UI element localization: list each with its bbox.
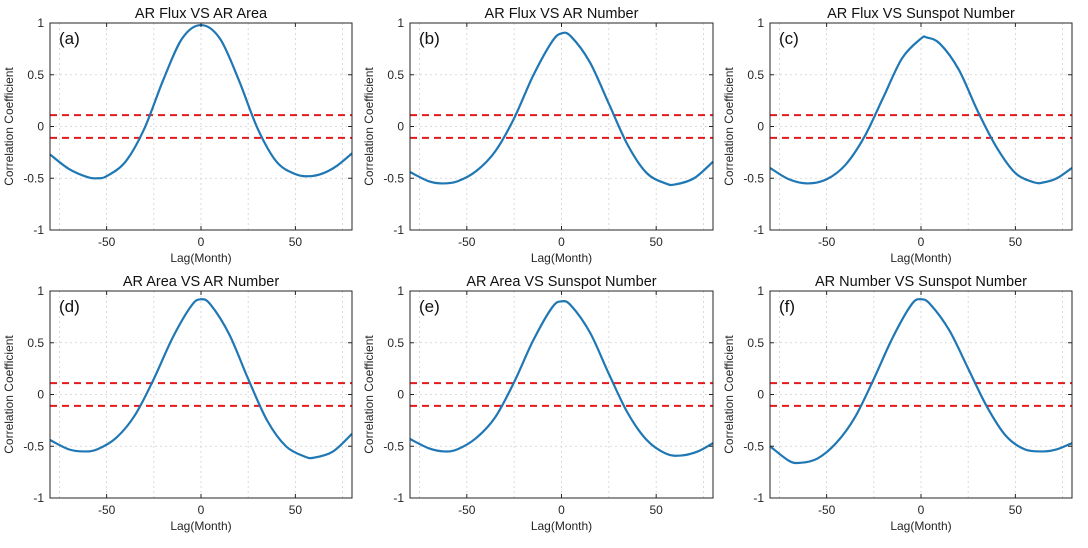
y-tick-label: -0.5: [743, 439, 764, 453]
x-tick-label: 50: [289, 235, 303, 249]
x-axis-label: Lag(Month): [531, 519, 592, 533]
panel-title: AR Area VS Sunspot Number: [466, 274, 656, 290]
x-tick-label: 0: [918, 503, 925, 517]
panel-b: -50 0 50 -1 -0.5 0 0.5 1 AR Flux VS AR Number (b)…: [362, 6, 714, 265]
panel-title: AR Number VS Sunspot Number: [815, 274, 1027, 290]
correlation-curve: [409, 300, 714, 457]
panel-a: -50 0 50 -1 -0.5 0 0.5 1 AR Flux VS AR Area (a) La…: [2, 6, 353, 265]
correlation-curve: [769, 35, 1073, 185]
y-tick-label: -1: [753, 491, 764, 505]
y-tick-label: 1: [37, 284, 44, 298]
y-axis-label: Correlation Coefficient: [2, 67, 16, 186]
y-axis-label: Correlation Coefficient: [362, 67, 376, 186]
y-tick-label: -0.5: [383, 171, 404, 185]
x-axis-label: Lag(Month): [531, 251, 592, 265]
x-tick-label: 0: [558, 235, 565, 249]
y-tick-label: -0.5: [23, 439, 44, 453]
y-tick-label: 0.5: [387, 336, 404, 350]
y-tick-label: -1: [393, 223, 404, 237]
correlation-curve: [409, 31, 714, 187]
y-tick-label: 0.5: [747, 68, 764, 82]
x-tick-label: 50: [1009, 235, 1023, 249]
y-tick-label: 1: [397, 284, 404, 298]
y-tick-label: 0.5: [27, 336, 44, 350]
y-tick-label: 0: [37, 388, 44, 402]
y-tick-label: -0.5: [743, 171, 764, 185]
y-tick-label: -1: [33, 491, 44, 505]
y-axis-label: Correlation Coefficient: [2, 335, 16, 454]
correlation-curve: [769, 298, 1073, 465]
x-tick-label: 0: [918, 235, 925, 249]
x-axis-label: Lag(Month): [890, 519, 951, 533]
x-tick-label: -50: [458, 235, 476, 249]
panel-title: AR Area VS AR Number: [123, 274, 280, 290]
x-tick-label: 50: [1009, 503, 1023, 517]
x-axis-label: Lag(Month): [170, 251, 231, 265]
panel-letter: (c): [779, 29, 799, 48]
y-axis-label: Correlation Coefficient: [722, 67, 736, 186]
correlation-curve: [49, 298, 353, 460]
y-tick-label: -0.5: [383, 439, 404, 453]
y-tick-label: -1: [753, 223, 764, 237]
x-axis-label: Lag(Month): [170, 519, 231, 533]
y-tick-label: 0.5: [27, 68, 44, 82]
y-tick-label: 1: [757, 16, 764, 30]
x-tick-label: -50: [458, 503, 476, 517]
y-tick-label: 1: [37, 16, 44, 30]
x-tick-label: -50: [818, 503, 836, 517]
panel-f: -50 0 50 -1 -0.5 0 0.5 1 AR Number VS Sunspot Nu…: [722, 274, 1073, 533]
x-tick-label: -50: [98, 503, 116, 517]
y-tick-label: -0.5: [23, 171, 44, 185]
panel-c: -50 0 50 -1 -0.5 0 0.5 1 AR Flux VS Sunspot Numb…: [722, 6, 1073, 265]
y-tick-label: 1: [757, 284, 764, 298]
y-tick-label: -1: [393, 491, 404, 505]
panel-letter: (e): [419, 297, 440, 316]
y-tick-label: 0: [37, 120, 44, 134]
x-tick-label: 0: [198, 235, 205, 249]
panel-d: -50 0 50 -1 -0.5 0 0.5 1 AR Area VS AR Number (d)…: [2, 274, 353, 533]
x-tick-label: 0: [558, 503, 565, 517]
y-tick-label: 0: [757, 388, 764, 402]
x-tick-label: 0: [198, 503, 205, 517]
x-axis-label: Lag(Month): [890, 251, 951, 265]
panel-title: AR Flux VS Sunspot Number: [827, 6, 1015, 22]
panel-title: AR Flux VS AR Area: [135, 6, 268, 22]
panel-e: -50 0 50 -1 -0.5 0 0.5 1 AR Area VS Sunspot Numb…: [362, 274, 714, 533]
x-tick-label: -50: [98, 235, 116, 249]
y-tick-label: 0: [757, 120, 764, 134]
panel-letter: (b): [419, 29, 440, 48]
y-tick-label: 0: [397, 120, 404, 134]
x-tick-label: 50: [289, 503, 303, 517]
y-tick-label: 0.5: [747, 336, 764, 350]
panel-letter: (d): [59, 297, 80, 316]
panel-title: AR Flux VS AR Number: [485, 6, 639, 22]
x-tick-label: 50: [650, 503, 664, 517]
panel-letter: (f): [779, 297, 795, 316]
y-tick-label: -1: [33, 223, 44, 237]
y-tick-label: 0.5: [387, 68, 404, 82]
y-tick-label: 0: [397, 388, 404, 402]
x-tick-label: -50: [818, 235, 836, 249]
x-tick-label: 50: [650, 235, 664, 249]
panel-letter: (a): [59, 29, 80, 48]
y-axis-label: Correlation Coefficient: [722, 335, 736, 454]
y-axis-label: Correlation Coefficient: [362, 335, 376, 454]
y-tick-label: 1: [397, 16, 404, 30]
